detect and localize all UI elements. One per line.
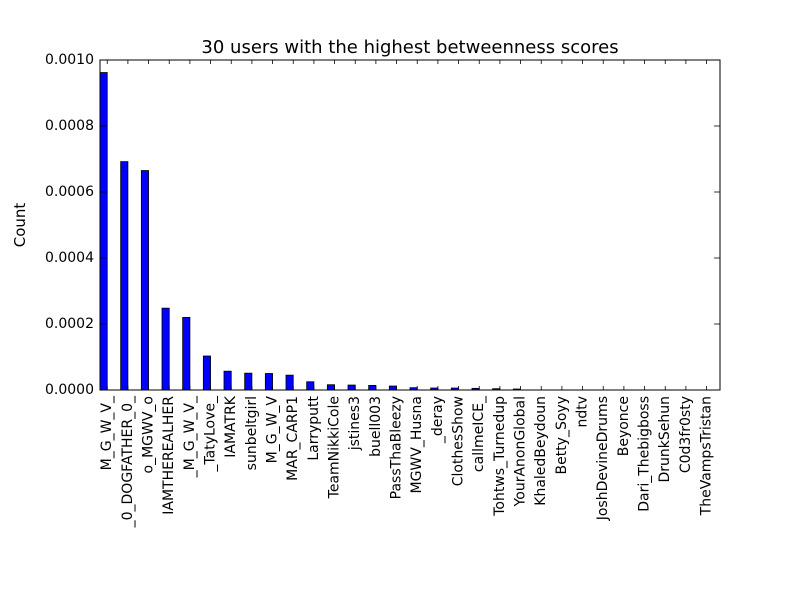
x-tick-label: buell003 [368,396,384,457]
x-tick-label: PassThaBleezy [389,396,405,499]
x-tick-label: _M_G_W_V_ [182,395,198,478]
y-tick-label: 0.0006 [45,184,94,200]
chart-title: 30 users with the highest betweenness sc… [201,37,618,58]
y-tick-label: 0.0010 [45,52,94,68]
bar [100,73,107,390]
bar [389,386,396,390]
x-tick-label: Dari_Thebigboss [637,396,653,512]
bar [141,171,148,390]
x-tick-label: M_G_W_V [265,396,281,464]
x-tick-label: MGWV_Husna [409,396,425,494]
x-tick-label: _0_DOGFATHER_0_ [120,395,136,528]
x-tick-label: _TatyLove_ [203,395,219,473]
y-tick-label: 0.0008 [45,118,94,134]
x-tick-label: _deray [430,396,446,444]
x-tick-label: TheVampsTristan [699,396,715,516]
bar [183,317,190,390]
bar [348,385,355,390]
x-tick-label: TeamNikkiCole [327,396,343,499]
x-tick-label: YourAnonGlobal [513,396,529,507]
x-tick-label: MAR_CARP1 [285,396,301,481]
x-tick-label: JoshDevineDrums [595,396,611,521]
x-tick-label: C0d3fr0sty [678,396,694,473]
bar [369,385,376,390]
bars-layer [100,73,707,390]
x-tick-label: ClothesShow [451,396,467,486]
x-tick-label: IAMATRK [223,395,239,458]
y-tick-label: 0.0000 [45,382,94,398]
x-tick-label: Larryputt [306,395,322,460]
x-tick-label: ndtv [575,396,591,428]
bar [327,385,334,390]
x-tick-label: Beyonce [616,396,632,456]
x-tick-label: KhaledBeydoun [533,396,549,506]
y-axis-label: Count [11,203,29,248]
x-tick-label: jstines3 [347,396,363,451]
x-tick-label: sunbeltgirl [244,396,260,470]
x-tick-label: M_G_W_V_ [99,395,115,470]
x-tick-label: Betty_Soyy [554,396,570,475]
bar [286,375,293,390]
bar [121,162,128,390]
y-tick-label: 0.0002 [45,316,94,332]
bar [245,373,252,390]
bar [224,371,231,390]
x-tick-label: o_MGWV_o [141,396,157,473]
x-tick-label: Tohtws_Turnedup [492,396,508,517]
y-tick-label: 0.0004 [45,250,94,266]
plot-area-frame [100,60,720,390]
bar [307,382,314,390]
x-tick-label: IAMTHEREALHER [161,396,177,515]
bar [162,308,169,390]
bar [265,374,272,391]
x-tick-label: DrunkSehun [657,396,673,483]
x-tick-label: callmeICE_ [471,395,487,472]
bar [203,356,210,390]
